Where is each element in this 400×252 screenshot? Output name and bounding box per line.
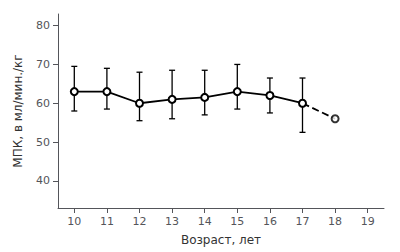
svg-text:Возраст, лет: Возраст, лет <box>181 233 261 247</box>
svg-text:МПК, в мл/мин./кг: МПК, в мл/мин./кг <box>11 54 25 167</box>
svg-text:70: 70 <box>36 58 50 71</box>
svg-text:19: 19 <box>361 215 375 228</box>
svg-text:11: 11 <box>100 215 114 228</box>
svg-text:14: 14 <box>198 215 212 228</box>
svg-text:60: 60 <box>36 97 50 110</box>
svg-text:18: 18 <box>328 215 342 228</box>
svg-text:80: 80 <box>36 19 50 32</box>
svg-text:16: 16 <box>263 215 277 228</box>
svg-text:40: 40 <box>36 174 50 187</box>
svg-text:50: 50 <box>36 136 50 149</box>
svg-text:13: 13 <box>165 215 179 228</box>
svg-text:10: 10 <box>67 215 81 228</box>
svg-text:12: 12 <box>133 215 147 228</box>
svg-text:15: 15 <box>230 215 244 228</box>
svg-text:17: 17 <box>296 215 310 228</box>
